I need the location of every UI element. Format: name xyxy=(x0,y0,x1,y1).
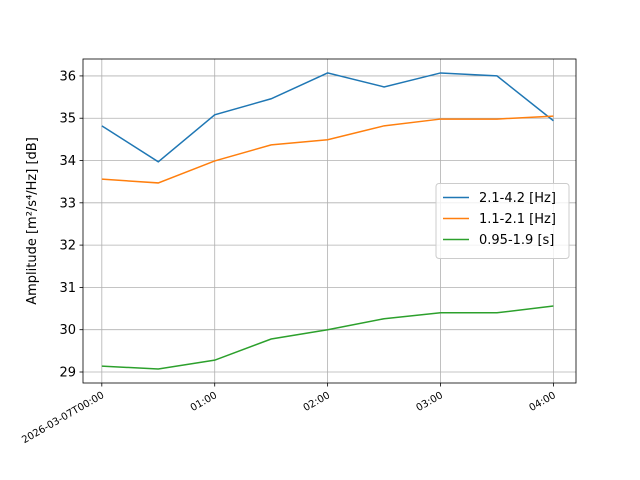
x-tick-label: 04:00 xyxy=(527,390,557,414)
y-tick-label: 35 xyxy=(59,112,76,127)
legend-label: 1.1-2.1 [Hz] xyxy=(479,212,556,227)
series-line xyxy=(101,72,554,163)
y-axis-label: Amplitude [m²/s⁴/Hz] [dB] xyxy=(25,137,40,305)
y-tick-label: 36 xyxy=(59,69,76,84)
plot-frame xyxy=(82,58,577,384)
series-line xyxy=(101,305,554,370)
x-tick-label: 2026-03-07T00:00 xyxy=(20,390,106,446)
x-tick-label: 02:00 xyxy=(302,390,332,414)
legend-label: 2.1-4.2 [Hz] xyxy=(479,191,556,206)
x-tick-label: 03:00 xyxy=(415,390,445,414)
y-tick-label: 34 xyxy=(59,154,76,169)
y-tick-label: 31 xyxy=(59,281,76,296)
legend-box xyxy=(435,183,570,259)
series-line xyxy=(101,115,554,184)
y-tick-label: 30 xyxy=(59,323,76,338)
x-tick-label: 01:00 xyxy=(189,390,219,414)
y-tick-label: 32 xyxy=(59,239,76,254)
legend-label: 0.95-1.9 [s] xyxy=(479,233,554,248)
y-tick-label: 33 xyxy=(59,196,76,211)
y-tick-label: 29 xyxy=(59,366,76,381)
